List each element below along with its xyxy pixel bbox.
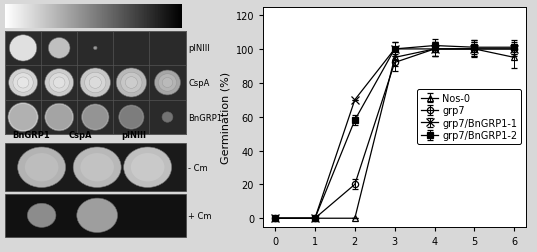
Ellipse shape bbox=[8, 103, 38, 132]
Y-axis label: Germination (%): Germination (%) bbox=[220, 71, 230, 163]
Ellipse shape bbox=[9, 69, 38, 97]
Text: + Cm: + Cm bbox=[188, 211, 212, 220]
Ellipse shape bbox=[80, 69, 111, 98]
Ellipse shape bbox=[49, 74, 69, 93]
Ellipse shape bbox=[27, 203, 56, 228]
Ellipse shape bbox=[158, 75, 177, 92]
Ellipse shape bbox=[83, 106, 107, 129]
Bar bbox=[5, 194, 185, 237]
Ellipse shape bbox=[9, 36, 37, 62]
Text: pINIII: pINIII bbox=[121, 131, 146, 140]
Ellipse shape bbox=[46, 105, 72, 130]
Text: BnGRP1: BnGRP1 bbox=[188, 113, 222, 122]
Ellipse shape bbox=[81, 153, 114, 182]
Ellipse shape bbox=[48, 38, 70, 59]
Bar bbox=[5, 144, 185, 192]
Ellipse shape bbox=[155, 71, 180, 96]
Ellipse shape bbox=[10, 105, 37, 131]
Ellipse shape bbox=[45, 69, 74, 97]
Ellipse shape bbox=[82, 105, 109, 131]
Ellipse shape bbox=[162, 78, 173, 88]
Ellipse shape bbox=[77, 198, 118, 233]
Text: BnGRP1: BnGRP1 bbox=[13, 131, 50, 140]
Ellipse shape bbox=[13, 74, 33, 93]
Ellipse shape bbox=[18, 147, 66, 188]
Bar bbox=[5, 32, 185, 135]
Ellipse shape bbox=[121, 73, 142, 93]
Ellipse shape bbox=[162, 112, 173, 123]
Ellipse shape bbox=[120, 107, 143, 129]
Ellipse shape bbox=[131, 153, 164, 182]
Ellipse shape bbox=[116, 69, 147, 98]
Ellipse shape bbox=[53, 78, 65, 89]
Ellipse shape bbox=[119, 106, 144, 130]
Ellipse shape bbox=[93, 47, 97, 50]
Ellipse shape bbox=[25, 153, 59, 182]
Text: - Cm: - Cm bbox=[188, 163, 208, 172]
Ellipse shape bbox=[89, 77, 101, 89]
Ellipse shape bbox=[45, 104, 74, 131]
Legend: Nos-0, grp7, grp7/BnGRP1-1, grp7/BnGRP1-2: Nos-0, grp7, grp7/BnGRP1-1, grp7/BnGRP1-… bbox=[417, 90, 521, 145]
Text: pINIII: pINIII bbox=[188, 44, 210, 53]
Ellipse shape bbox=[124, 147, 172, 188]
Text: CspA: CspA bbox=[68, 131, 92, 140]
Ellipse shape bbox=[17, 78, 29, 89]
Ellipse shape bbox=[73, 147, 121, 188]
Ellipse shape bbox=[125, 77, 137, 89]
Text: CspA: CspA bbox=[188, 79, 209, 88]
X-axis label: Days: Days bbox=[381, 251, 409, 252]
Ellipse shape bbox=[85, 73, 106, 93]
